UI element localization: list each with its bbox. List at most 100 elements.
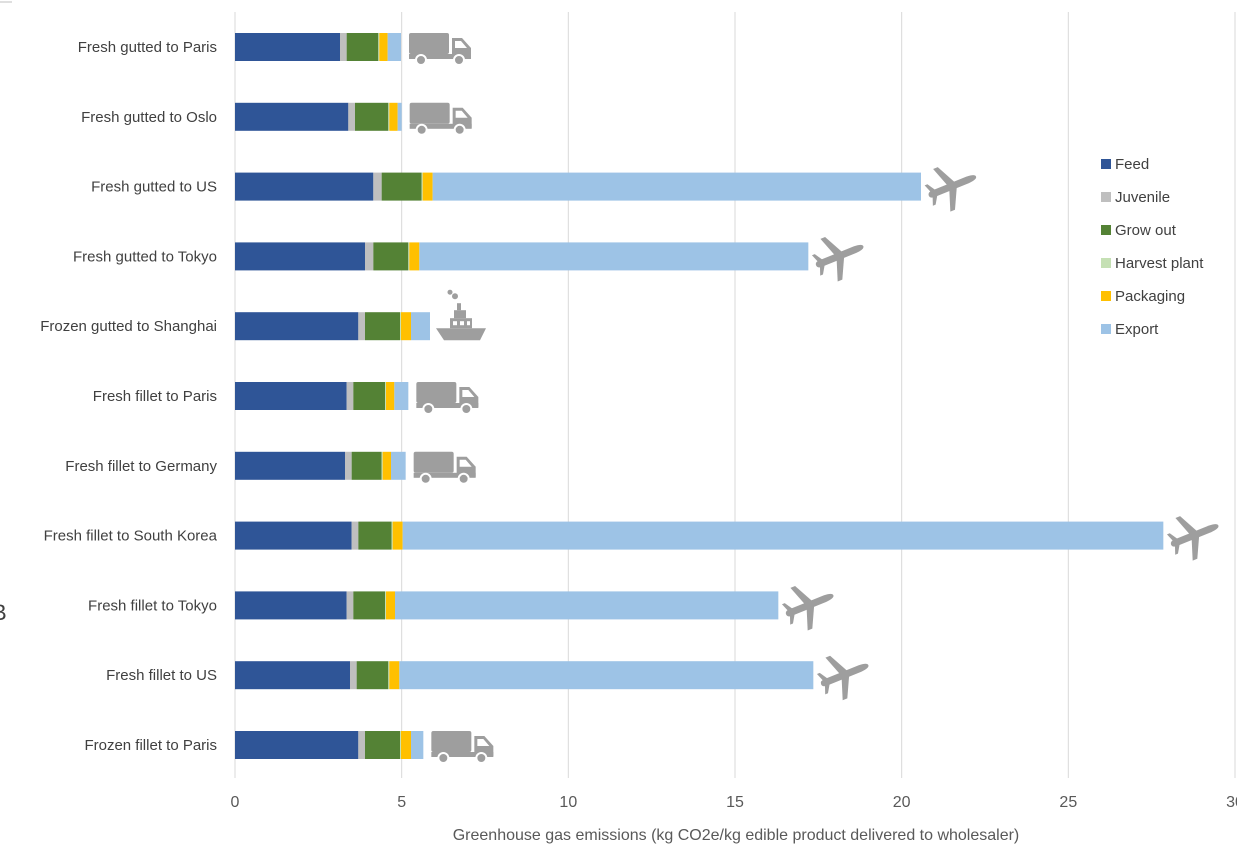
bar-segment-feed <box>235 382 347 410</box>
bar-segment-harvest-plant <box>388 102 390 131</box>
bar-segment-juvenile <box>351 521 359 550</box>
truck-icon <box>431 731 494 764</box>
truck-icon <box>409 102 472 136</box>
x-tick-label: 15 <box>726 794 744 811</box>
bar-segment-juvenile <box>346 382 354 410</box>
legend-item: Juvenile <box>1101 189 1170 206</box>
bar-segment-packaging <box>382 451 391 480</box>
legend-item: Feed <box>1101 156 1149 173</box>
bar-segment-export <box>395 591 779 620</box>
truck-icon <box>416 382 479 415</box>
bar-segment-packaging <box>401 731 411 759</box>
category-label: Fresh fillet to Paris <box>93 388 217 405</box>
category-label: Frozen fillet to Paris <box>84 737 217 754</box>
bar-segment-grow-out <box>365 312 400 341</box>
bar-segment-harvest-plant <box>408 242 410 271</box>
category-label: Fresh fillet to Germany <box>65 458 217 475</box>
bar-segment-feed <box>235 312 359 341</box>
plane-icon <box>781 585 834 631</box>
x-tick-label: 30 <box>1226 794 1237 811</box>
plane-icon <box>924 167 977 212</box>
plane-icon <box>1166 516 1219 561</box>
category-label: Fresh fillet to Tokyo <box>88 597 217 614</box>
bar-segment-export <box>432 172 921 201</box>
bar-segment-harvest-plant <box>381 451 383 480</box>
bar-segment-export <box>399 661 814 690</box>
plane-icon <box>811 236 864 282</box>
legend-item: Export <box>1101 321 1159 338</box>
bar-segment-packaging <box>386 382 395 410</box>
bar-segment-feed <box>235 102 349 131</box>
bar-segment-harvest-plant <box>400 731 401 759</box>
bar-segment-juvenile <box>340 33 347 61</box>
bars <box>235 33 1164 759</box>
bar-segment-packaging <box>422 172 433 201</box>
truck-icon <box>409 33 471 66</box>
x-tick-label: 20 <box>893 794 911 811</box>
bar-segment-grow-out <box>353 382 385 410</box>
x-tick-label: 25 <box>1059 794 1077 811</box>
bar-segment-export <box>411 312 430 341</box>
bar-segment-export <box>402 521 1164 550</box>
legend-label: Grow out <box>1115 222 1177 239</box>
bar-segment-harvest-plant <box>421 172 423 201</box>
bar-segment-grow-out <box>381 172 422 201</box>
bar-segment-harvest-plant <box>400 312 401 341</box>
bar-segment-juvenile <box>350 661 357 690</box>
legend-label: Juvenile <box>1115 189 1170 206</box>
x-axis-title: Greenhouse gas emissions (kg CO2e/kg edi… <box>453 827 1020 844</box>
legend-swatch <box>1101 324 1111 334</box>
legend-swatch <box>1101 159 1111 169</box>
bar-segment-export <box>394 382 409 410</box>
legend: Feed Juvenile Grow out Harvest plant Packagi… <box>1101 156 1204 338</box>
grid-lines <box>234 12 1236 778</box>
x-tick-label: 0 <box>231 794 240 811</box>
bar-segment-export <box>419 242 809 271</box>
legend-swatch <box>1101 192 1111 202</box>
bar-segment-feed <box>235 661 350 690</box>
bar-segment-packaging <box>409 242 420 271</box>
bar-segment-export <box>391 451 406 480</box>
bar-segment-grow-out <box>355 102 389 131</box>
category-label: Fresh fillet to US <box>106 667 217 684</box>
x-tick-labels: 0 5 10 15 20 25 30 <box>231 794 1237 811</box>
legend-item: Packaging <box>1101 288 1185 305</box>
truck-icon <box>413 451 476 485</box>
category-label: Fresh fillet to South Korea <box>44 528 218 545</box>
bar-segment-grow-out <box>373 242 409 271</box>
bar-segment-feed <box>235 591 347 620</box>
bar-segment-juvenile <box>358 731 365 759</box>
category-label: Fresh gutted to Oslo <box>81 109 217 126</box>
category-label: Frozen gutted to Shanghai <box>40 318 217 335</box>
bar-segment-packaging <box>389 102 398 131</box>
bar-segment-grow-out <box>353 591 385 620</box>
bar-segment-harvest-plant <box>388 661 390 690</box>
bar-segment-packaging <box>379 33 388 61</box>
bar-segment-export <box>411 731 424 759</box>
bar-segment-feed <box>235 242 365 271</box>
bar-segment-packaging <box>401 312 411 341</box>
bar-segment-grow-out <box>356 661 389 690</box>
plane-icon <box>816 655 869 701</box>
bar-segment-feed <box>235 521 352 550</box>
bar-segment-harvest-plant <box>385 591 386 620</box>
category-label: Fresh gutted to US <box>91 179 217 196</box>
category-label: Fresh gutted to Tokyo <box>73 248 217 265</box>
bar-segment-feed <box>235 451 345 480</box>
ship-icon <box>436 289 486 341</box>
bar-segment-juvenile <box>346 591 354 620</box>
x-tick-label: 10 <box>559 794 577 811</box>
legend-item: Harvest plant <box>1101 255 1204 272</box>
legend-swatch <box>1101 225 1111 235</box>
transport-icons <box>409 33 1219 764</box>
bar-segment-harvest-plant <box>385 382 386 410</box>
legend-label: Harvest plant <box>1115 255 1204 272</box>
bar-segment-export <box>387 33 401 61</box>
legend-swatch <box>1101 291 1111 301</box>
legend-label: Feed <box>1115 156 1149 173</box>
bar-segment-feed <box>235 731 359 759</box>
bar-segment-juvenile <box>373 172 382 201</box>
bar-segment-juvenile <box>358 312 365 341</box>
bar-segment-packaging <box>389 661 400 690</box>
